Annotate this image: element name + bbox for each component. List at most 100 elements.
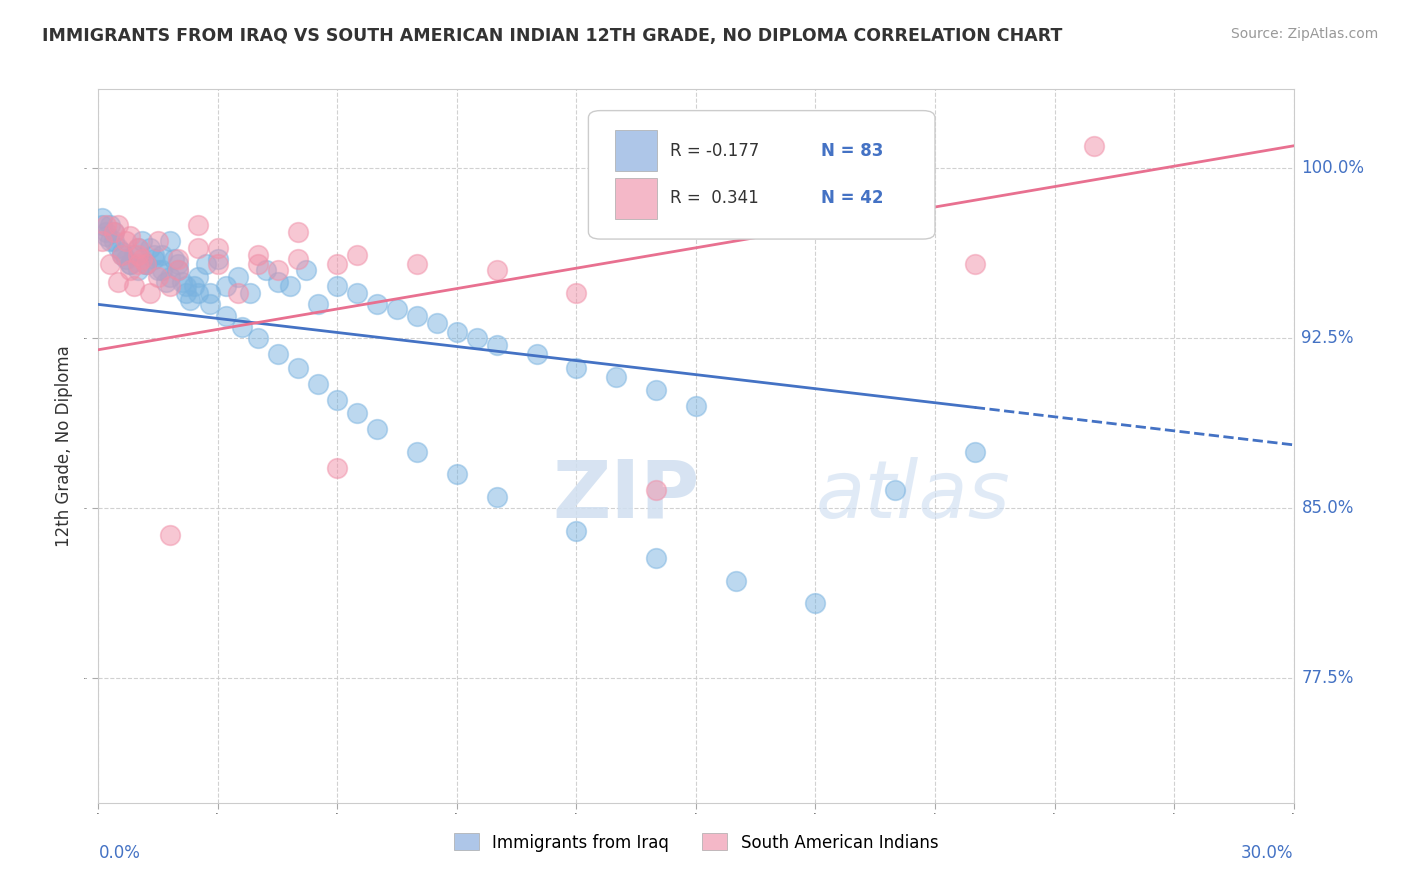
Point (127, 247, 149, 261)
Point (346, 247, 368, 261)
Point (91, 218, 114, 232)
Point (207, 257, 229, 271)
Point (645, 483, 668, 498)
Point (163, 252, 186, 266)
Point (148, 270, 170, 285)
Point (246, 257, 269, 271)
Point (254, 263, 277, 277)
Point (98, 234, 122, 248)
Point (287, 252, 309, 266)
Point (207, 241, 229, 255)
Point (127, 257, 149, 271)
Point (645, 384, 668, 398)
Point (406, 444, 429, 458)
Point (107, 218, 129, 232)
Point (605, 370, 627, 384)
Point (174, 279, 197, 293)
Point (215, 309, 238, 323)
Point (215, 279, 238, 293)
Point (446, 467, 468, 482)
Point (426, 316, 449, 330)
Point (91, 234, 114, 248)
Point (143, 252, 166, 266)
Point (1083, 138, 1105, 153)
Point (267, 347, 290, 361)
Point (198, 297, 221, 311)
Point (150, 263, 173, 277)
Text: Source: ZipAtlas.com: Source: ZipAtlas.com (1230, 27, 1378, 41)
Point (406, 257, 429, 271)
Point (565, 360, 588, 375)
Text: R = -0.177: R = -0.177 (669, 142, 759, 160)
Point (148, 234, 170, 248)
Point (167, 252, 190, 266)
Point (246, 247, 269, 261)
Point (187, 241, 209, 255)
Point (135, 257, 157, 271)
Point (346, 406, 368, 420)
Point (366, 422, 388, 436)
Point (107, 241, 129, 255)
Point (326, 392, 349, 407)
Point (103, 225, 125, 239)
Text: 100.0%: 100.0% (1302, 160, 1364, 178)
Point (724, 574, 747, 588)
Text: N = 83: N = 83 (821, 142, 884, 160)
Text: R =  0.341: R = 0.341 (669, 189, 758, 207)
Text: N = 42: N = 42 (821, 189, 884, 207)
Point (96, 225, 118, 239)
Point (195, 257, 218, 271)
Text: 0.0%: 0.0% (98, 844, 141, 862)
Point (465, 331, 488, 345)
Point (159, 279, 181, 293)
Point (139, 286, 162, 301)
Point (103, 225, 125, 239)
Point (565, 286, 588, 301)
FancyBboxPatch shape (614, 178, 657, 219)
Point (226, 270, 249, 285)
Point (96, 229, 118, 244)
Text: IMMIGRANTS FROM IRAQ VS SOUTH AMERICAN INDIAN 12TH GRADE, NO DIPLOMA CORRELATION: IMMIGRANTS FROM IRAQ VS SOUTH AMERICAN I… (42, 27, 1063, 45)
Point (111, 247, 134, 261)
Point (307, 297, 329, 311)
Point (96, 218, 118, 232)
Point (120, 257, 142, 271)
Point (127, 241, 149, 255)
Point (148, 263, 170, 277)
Point (645, 551, 668, 566)
Point (187, 270, 209, 285)
Text: 85.0%: 85.0% (1302, 500, 1354, 517)
FancyBboxPatch shape (614, 130, 657, 171)
Point (326, 257, 349, 271)
Point (226, 286, 249, 301)
Point (485, 263, 508, 277)
Point (131, 252, 153, 266)
Text: 92.5%: 92.5% (1302, 329, 1354, 347)
Point (98, 218, 122, 232)
Point (111, 247, 134, 261)
Point (804, 597, 827, 611)
Y-axis label: 12th Grade, No Diploma: 12th Grade, No Diploma (55, 345, 73, 547)
FancyBboxPatch shape (589, 111, 935, 239)
Point (159, 234, 181, 248)
Text: 30.0%: 30.0% (1241, 844, 1294, 862)
Point (115, 252, 138, 266)
Point (884, 483, 907, 498)
Point (565, 524, 588, 538)
Point (135, 257, 157, 271)
Point (115, 234, 138, 248)
Point (139, 241, 162, 255)
Point (187, 218, 209, 232)
Point (287, 225, 309, 239)
Point (231, 320, 253, 334)
Point (685, 400, 707, 414)
Point (963, 444, 986, 458)
Point (131, 234, 153, 248)
Point (294, 263, 316, 277)
Point (167, 257, 190, 271)
Point (366, 297, 388, 311)
Point (326, 460, 349, 475)
Point (120, 229, 142, 244)
Text: ZIP: ZIP (553, 457, 700, 535)
Point (127, 263, 149, 277)
